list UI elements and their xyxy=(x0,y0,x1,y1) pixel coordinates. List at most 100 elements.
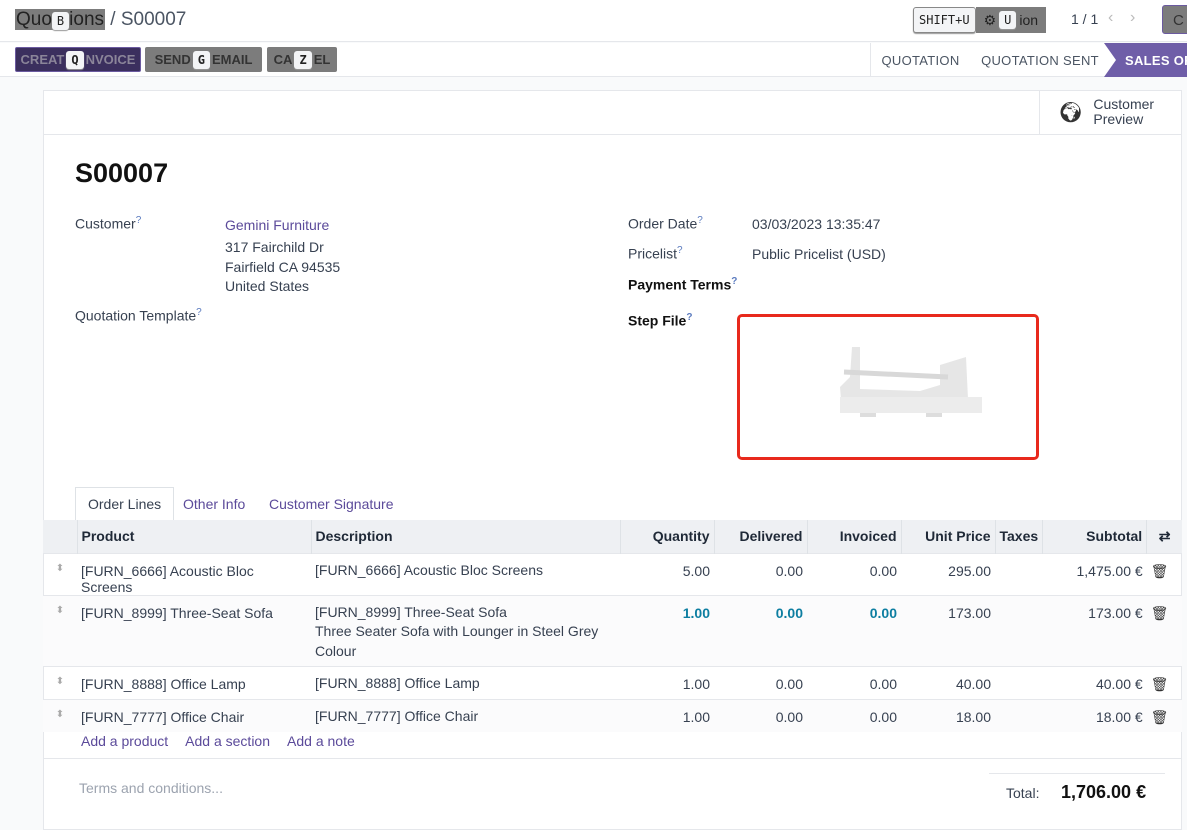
help-icon[interactable]: ? xyxy=(731,276,738,287)
add-note-link[interactable]: Add a note xyxy=(287,733,355,749)
hotkey-badge: SHIFT+U xyxy=(913,7,976,33)
help-icon[interactable]: ? xyxy=(135,215,142,226)
quantity-cell[interactable]: 1.00 xyxy=(620,665,714,699)
col-description[interactable]: Description xyxy=(311,520,621,553)
description-cell[interactable]: [FURN_6666] Acoustic Bloc Screens xyxy=(311,552,620,595)
subtotal-cell: 40.00 € xyxy=(1042,665,1147,699)
create-button[interactable]: C xyxy=(1162,5,1187,34)
order-lines-table: Product Description Quantity Delivered I… xyxy=(43,520,1182,732)
trash-icon[interactable]: 🗑︎ xyxy=(1146,594,1182,666)
status-sales-order[interactable]: SALES ORDER xyxy=(1104,43,1187,77)
tab-other-info[interactable]: Other Info xyxy=(183,495,246,512)
terms-input[interactable]: Terms and conditions... xyxy=(79,780,223,796)
trash-icon[interactable]: 🗑︎ xyxy=(1146,665,1182,699)
taxes-cell[interactable] xyxy=(995,698,1043,732)
tab-order-lines[interactable]: Order Lines xyxy=(75,487,175,520)
hotkey-badge: G xyxy=(192,50,210,69)
unit-price-cell[interactable]: 173.00 xyxy=(901,594,995,666)
quantity-cell[interactable]: 1.00 xyxy=(620,698,714,732)
record-name: S00007 xyxy=(75,158,169,188)
product-cell[interactable]: [FURN_8999] Three-Seat Sofa xyxy=(77,594,311,666)
create-invoice-button[interactable]: CREAT Q NVOICE xyxy=(15,47,141,72)
taxes-cell[interactable] xyxy=(995,594,1043,666)
divider xyxy=(989,773,1165,774)
description-cell[interactable]: [FURN_7777] Office Chair xyxy=(311,698,620,732)
col-quantity[interactable]: Quantity xyxy=(620,520,715,553)
customer-link[interactable]: Gemini Furniture xyxy=(225,217,330,233)
divider xyxy=(43,134,1182,135)
drag-handle-icon[interactable]: ⬍ xyxy=(43,552,77,595)
cancel-button[interactable]: CA Z EL xyxy=(267,47,337,72)
col-subtotal[interactable]: Subtotal xyxy=(1042,520,1148,553)
table-header: Product Description Quantity Delivered I… xyxy=(43,520,1182,553)
col-delivered[interactable]: Delivered xyxy=(714,520,808,553)
pager-value[interactable]: 1 / 1 xyxy=(1071,11,1099,27)
trash-icon[interactable]: 🗑︎ xyxy=(1146,552,1182,595)
add-section-link[interactable]: Add a section xyxy=(185,733,271,749)
status-quotation-sent[interactable]: QUOTATION SENT xyxy=(981,52,1099,68)
order-date-value[interactable]: 03/03/2023 13:35:47 xyxy=(752,216,881,232)
product-cell[interactable]: [FURN_7777] Office Chair xyxy=(77,698,311,732)
send-email-button[interactable]: SEND G EMAIL xyxy=(145,47,262,72)
product-cell[interactable]: [FURN_6666] Acoustic Bloc Screens xyxy=(77,552,311,595)
globe-icon: 🌍︎ xyxy=(1058,101,1084,124)
pricelist-value[interactable]: Public Pricelist (USD) xyxy=(752,246,886,262)
help-icon[interactable]: ? xyxy=(196,307,202,318)
unit-price-cell[interactable]: 18.00 xyxy=(901,698,995,732)
product-cell[interactable]: [FURN_8888] Office Lamp xyxy=(77,665,311,699)
trash-icon[interactable]: 🗑︎ xyxy=(1146,698,1182,732)
taxes-cell[interactable] xyxy=(995,552,1043,595)
table-row[interactable]: ⬍ [FURN_7777] Office Chair [FURN_7777] O… xyxy=(43,698,1182,732)
add-product-link[interactable]: Add a product xyxy=(81,733,169,749)
quantity-cell[interactable]: 5.00 xyxy=(620,552,714,595)
delivered-cell[interactable]: 0.00 xyxy=(714,698,807,732)
hotkey-badge: B xyxy=(51,12,70,30)
delivered-cell[interactable]: 0.00 xyxy=(714,665,807,699)
total-value: 1,706.00 € xyxy=(1061,782,1147,802)
status-quotation[interactable]: QUOTATION xyxy=(870,43,970,77)
col-product[interactable]: Product xyxy=(77,520,312,553)
drag-handle-icon[interactable]: ⬍ xyxy=(43,698,77,732)
pager-prev-icon[interactable]: ‹ xyxy=(1108,9,1114,26)
subtotal-cell: 173.00 € xyxy=(1042,594,1147,666)
unit-price-cell[interactable]: 295.00 xyxy=(901,552,995,595)
customer-label: Customer? xyxy=(75,215,142,232)
taxes-cell[interactable] xyxy=(995,665,1043,699)
divider xyxy=(43,758,1182,759)
table-row[interactable]: ⬍ [FURN_8888] Office Lamp [FURN_8888] Of… xyxy=(43,665,1182,699)
subtotal-cell: 18.00 € xyxy=(1042,698,1147,732)
tab-customer-signature[interactable]: Customer Signature xyxy=(269,495,394,512)
table-row[interactable]: ⬍ [FURN_6666] Acoustic Bloc Screens [FUR… xyxy=(43,552,1182,595)
help-icon[interactable]: ? xyxy=(697,215,703,226)
col-invoiced[interactable]: Invoiced xyxy=(807,520,902,553)
unit-price-cell[interactable]: 40.00 xyxy=(901,665,995,699)
customer-address: 317 Fairchild Dr Fairfield CA 94535 United… xyxy=(225,239,341,294)
drag-handle-icon[interactable]: ⬍ xyxy=(43,594,77,666)
customer-preview-button[interactable]: 🌍︎ Customer Preview xyxy=(1039,90,1182,134)
col-taxes[interactable]: Taxes xyxy=(995,520,1044,553)
table-row[interactable]: ⬍ [FURN_8999] Three-Seat Sofa [FURN_8999… xyxy=(43,594,1182,666)
breadcrumb-current: S00007 xyxy=(120,9,187,30)
invoiced-cell: 0.00 xyxy=(807,698,901,732)
col-unit-price[interactable]: Unit Price xyxy=(901,520,996,553)
quantity-cell[interactable]: 1.00 xyxy=(620,594,714,666)
delivered-cell[interactable]: 0.00 xyxy=(714,552,807,595)
help-icon[interactable]: ? xyxy=(686,312,693,323)
total-label: Total: xyxy=(1006,785,1040,801)
column-settings-icon[interactable]: ⇄ xyxy=(1146,520,1182,553)
step-file-viewer[interactable] xyxy=(737,314,1039,460)
hotkey-badge: Q xyxy=(66,50,84,69)
pricelist-label: Pricelist? xyxy=(628,245,683,262)
description-cell[interactable]: [FURN_8999] Three-Seat Sofa Three Seater … xyxy=(311,594,620,666)
help-icon[interactable]: ? xyxy=(677,245,683,256)
pager-next-icon[interactable]: › xyxy=(1130,9,1136,26)
gear-icon: ⚙ xyxy=(983,11,997,28)
order-date-label: Order Date? xyxy=(628,215,703,232)
delivered-cell[interactable]: 0.00 xyxy=(714,594,807,666)
drag-handle-icon[interactable]: ⬍ xyxy=(43,665,77,699)
subtotal-cell: 1,475.00 € xyxy=(1042,552,1147,595)
description-cell[interactable]: [FURN_8888] Office Lamp xyxy=(311,665,620,699)
